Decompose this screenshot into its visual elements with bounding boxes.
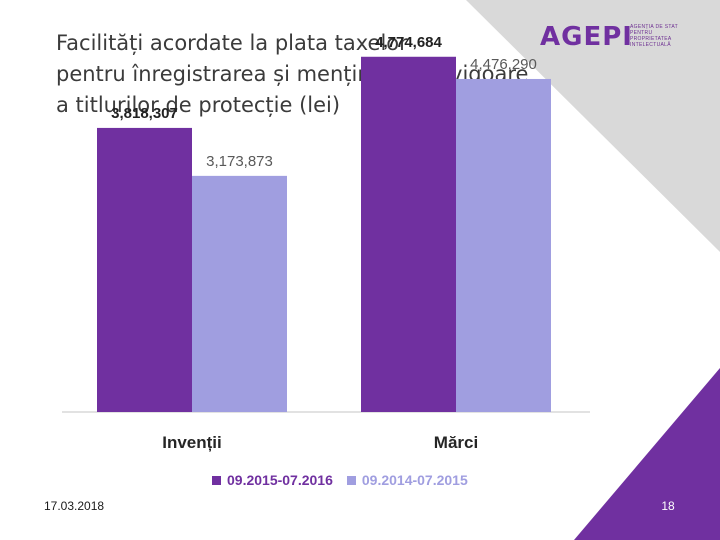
chart-legend: 09.2015-07.2016 09.2014-07.2015 bbox=[212, 470, 468, 490]
logo-subtitle-line: AGENȚIA DE STAT bbox=[630, 24, 678, 30]
legend-swatch-series-2 bbox=[346, 475, 356, 485]
legend-label-series-2: 09.2014-07.2015 bbox=[361, 472, 468, 488]
bottom-right-purple-triangle bbox=[574, 368, 720, 540]
bar-1-1 bbox=[97, 127, 192, 412]
legend-swatch-series-1 bbox=[212, 475, 221, 485]
logo-subtitle-line: INTELECTUALĂ bbox=[630, 42, 671, 48]
logo-wordmark-text: AGEPI bbox=[540, 22, 633, 52]
slide-page-number: 18 bbox=[661, 499, 675, 513]
bar-2-1 bbox=[192, 175, 287, 412]
logo-wordmark: AGEPI bbox=[540, 22, 633, 52]
category-label-2: Mărci bbox=[434, 433, 478, 452]
logo-subtitle-line: PROPRIETATEA bbox=[630, 36, 672, 42]
bar-2-2 bbox=[456, 78, 551, 413]
logo-subtitle: AGENȚIA DE STAT PENTRU PROPRIETATEA INTE… bbox=[630, 24, 692, 48]
slide-date: 17.03.2018 bbox=[44, 499, 105, 513]
legend-label-series-1: 09.2015-07.2016 bbox=[227, 472, 333, 488]
legend-item-series-2: 09.2014-07.2015 bbox=[346, 472, 468, 488]
category-label-1: Invenții bbox=[162, 433, 222, 452]
agepi-logo: AGEPI AGENȚIA DE STAT PENTRU PROPRIETATE… bbox=[540, 22, 690, 52]
data-label-1-2: 4,774,684 bbox=[375, 34, 442, 51]
slide-title-line: a titlurilor de protecție (lei) bbox=[56, 93, 341, 117]
bar-1-2 bbox=[361, 56, 456, 412]
top-right-gray-triangle bbox=[466, 0, 720, 252]
data-label-2-1: 3,173,873 bbox=[206, 153, 273, 170]
data-label-2-2: 4,476,290 bbox=[470, 56, 537, 73]
logo-subtitle-line: PENTRU bbox=[630, 30, 653, 36]
legend-item-series-1: 09.2015-07.2016 bbox=[212, 472, 333, 488]
data-label-1-1: 3,818,307 bbox=[111, 105, 178, 122]
slide-title-line: Facilități acordate la plata taxelor bbox=[56, 31, 408, 55]
